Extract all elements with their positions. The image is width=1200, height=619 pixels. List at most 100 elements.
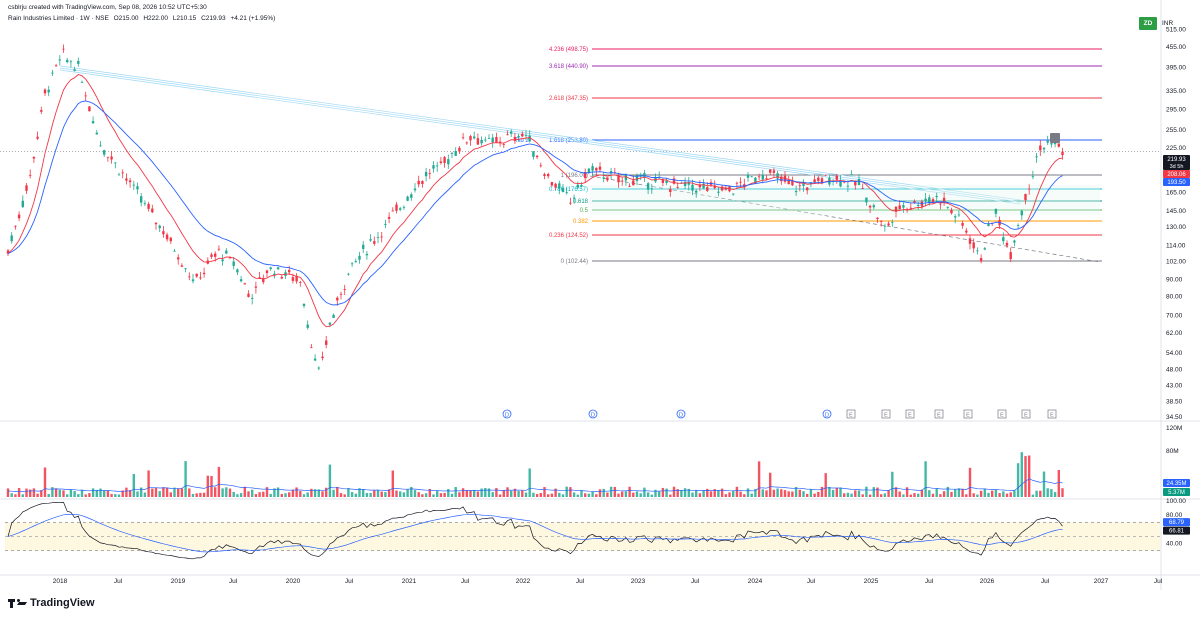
candle-body: [354, 261, 357, 263]
candle-body: [476, 138, 480, 145]
volume-bar: [10, 493, 13, 497]
candle-body: [798, 185, 801, 187]
volume-bar: [983, 488, 986, 497]
dividend-marker-icon[interactable]: D: [502, 409, 512, 419]
earnings-marker-icon[interactable]: E: [997, 409, 1007, 419]
candle-body: [210, 254, 213, 257]
alert-marker-icon[interactable]: [1050, 133, 1060, 143]
volume-bar: [1028, 455, 1031, 497]
candle-body: [217, 248, 221, 250]
volume-bar: [114, 494, 117, 497]
earnings-marker-icon[interactable]: E: [1047, 409, 1057, 419]
dividend-marker-icon[interactable]: D: [676, 409, 686, 419]
candle-body: [776, 173, 779, 179]
volume-bar: [994, 489, 998, 497]
earnings-marker-icon[interactable]: E: [846, 409, 856, 419]
volume-bar: [206, 475, 209, 497]
candle-body: [772, 170, 776, 173]
candle-body: [154, 222, 158, 225]
volume-bar: [809, 489, 813, 497]
rsi-pane: 100.00 80.00 40.00: [5, 498, 1186, 560]
candle-body: [395, 204, 398, 211]
price-tick-label: 48.00: [1166, 367, 1183, 374]
volume-bar: [1002, 491, 1005, 497]
volume-bar: [724, 494, 727, 497]
volume-bar: [868, 494, 872, 497]
rsi-ma-line: [7, 513, 1063, 553]
candle-body: [358, 255, 361, 260]
volume-bar: [750, 493, 753, 497]
volume-bar: [1057, 470, 1060, 497]
candle-body: [920, 201, 924, 207]
volume-bar: [399, 491, 402, 497]
volume-bar: [432, 494, 435, 497]
dividend-marker-icon[interactable]: D: [822, 409, 832, 419]
volume-bar: [125, 487, 128, 497]
volume-bar: [447, 488, 450, 497]
fibonacci-extension: 4.236 (498.75) 3.618 (440.90) 2.618 (347.3…: [515, 47, 1102, 265]
earnings-marker-icon[interactable]: E: [934, 409, 944, 419]
volume-bar: [876, 487, 879, 497]
volume-bar: [806, 493, 809, 497]
ohlc-change: +4.21 (+1.95%): [230, 15, 276, 22]
candle-body: [1053, 142, 1057, 145]
zd-button[interactable]: ZD: [1139, 17, 1157, 30]
volume-bar: [391, 470, 394, 497]
volume-bar: [424, 493, 428, 497]
candle-body: [591, 166, 594, 171]
candle-body: [535, 155, 539, 158]
volume-bar: [965, 494, 968, 497]
volume-bar: [621, 491, 624, 497]
candle-body: [310, 347, 313, 349]
candle-body: [6, 250, 10, 254]
candle-body: [517, 136, 520, 138]
volume-bar: [428, 489, 431, 497]
earnings-marker-icon[interactable]: E: [1021, 409, 1031, 419]
event-letter: E: [937, 413, 941, 419]
ema-lines: [7, 73, 1063, 328]
volume-bar: [950, 491, 953, 497]
earnings-marker-icon[interactable]: E: [963, 409, 973, 419]
currency-label[interactable]: INR: [1162, 20, 1174, 27]
price-marker-bg: [1163, 178, 1190, 186]
candle-body: [510, 131, 513, 134]
volume-bar: [410, 486, 413, 497]
volume-bar: [154, 487, 158, 497]
candle-body: [332, 314, 335, 318]
candle-body: [421, 181, 424, 185]
dividend-marker-icon[interactable]: D: [588, 409, 598, 419]
volume-bar: [924, 461, 927, 497]
candle-body: [794, 191, 798, 193]
earnings-marker-icon[interactable]: E: [905, 409, 915, 419]
candle-body: [424, 171, 428, 177]
candle-body: [51, 72, 54, 74]
candle-body: [543, 174, 546, 177]
ema-slow-line: [7, 100, 1063, 306]
volume-bar: [661, 487, 665, 497]
volume-bar: [902, 494, 905, 497]
candle-body: [291, 277, 295, 281]
time-tick-label: Jul: [114, 578, 123, 585]
volume-bar: [1005, 493, 1009, 497]
volume-bar: [29, 489, 32, 497]
candle-body: [983, 248, 986, 250]
candle-body: [931, 199, 935, 204]
volume-bar: [595, 494, 598, 497]
volume-bar: [691, 492, 694, 497]
volume-bar: [802, 491, 805, 497]
candle-body: [635, 175, 639, 181]
volume-bar: [979, 490, 983, 497]
price-tick-label: 145.00: [1166, 208, 1186, 215]
tradingview-brand: TradingView: [8, 597, 95, 609]
volume-bar: [321, 491, 324, 497]
price-tick-label: 34.50: [1166, 414, 1183, 421]
volume-bar: [772, 489, 776, 497]
candle-body: [214, 253, 217, 257]
earnings-marker-icon[interactable]: E: [881, 409, 891, 419]
candle-body: [987, 224, 990, 227]
volume-bar: [931, 493, 935, 497]
ema-fast-line: [7, 73, 1063, 328]
volume-bar: [887, 490, 890, 497]
candle-body: [584, 171, 587, 179]
